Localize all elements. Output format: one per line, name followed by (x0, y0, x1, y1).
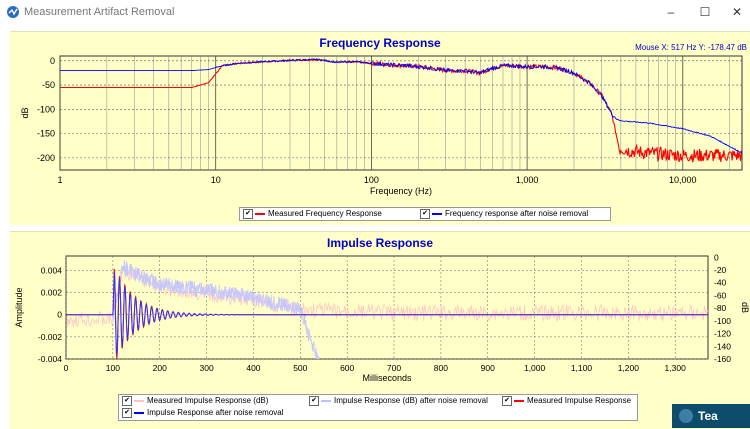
maximize-button[interactable]: ☐ (699, 5, 711, 19)
x-tick-label: 1 (57, 175, 62, 185)
y2-tick-label: -160 (714, 354, 731, 364)
legend-label: Frequency response after noise removal (445, 209, 589, 219)
checkbox-icon[interactable]: ✔ (122, 408, 132, 418)
plot-area (65, 255, 709, 360)
y2-tick-label: -20 (714, 265, 727, 275)
teams-notification[interactable]: Tea (672, 404, 750, 428)
legend-label: Measured Impulse Response (527, 396, 632, 406)
series-line-frequency-after-removal (60, 57, 743, 154)
legend-item-measured-frequency[interactable]: ✔ Measured Frequency Response (243, 209, 382, 219)
y-tick-label: -0.002 (38, 332, 62, 342)
x-tick-label: 600 (340, 363, 354, 373)
x-tick-label: 200 (153, 363, 167, 373)
checkbox-icon[interactable]: ✔ (502, 396, 512, 406)
y-tick-label: 0 (57, 310, 62, 320)
y2-tick-label: -60 (714, 290, 727, 300)
x-tick-label: 10,000 (669, 175, 697, 185)
x-tick-label: 10 (211, 175, 221, 185)
y2-tick-label: -100 (714, 316, 731, 326)
legend-item-measured-impulse[interactable]: ✔ Measured Impulse Response (502, 396, 631, 406)
legend-swatch (321, 400, 331, 402)
x-tick-label: 0 (64, 363, 69, 373)
y-axis-label: dB (20, 107, 30, 118)
legend-swatch (134, 412, 144, 414)
legend-item-frequency-after-removal[interactable]: ✔ Frequency response after noise removal (420, 209, 588, 219)
frequency-response-panel: Frequency Response Mouse X: 517 Hz Y: -1… (10, 31, 750, 225)
y-tick-label: -100 (37, 104, 55, 114)
x-tick-label: 1,100 (571, 363, 593, 373)
y-tick-label: 0 (50, 56, 55, 66)
frequency-legend: ✔ Measured Frequency Response ✔ Frequency … (239, 207, 611, 221)
impulse-chart-title: Impulse Response (326, 236, 434, 250)
series-line-impulse-db-after-removal (112, 260, 320, 360)
y-tick-label: 0.002 (41, 288, 63, 298)
checkbox-icon[interactable]: ✔ (309, 396, 319, 406)
checkbox-icon[interactable]: ✔ (122, 396, 132, 406)
x-tick-label: 700 (387, 363, 401, 373)
app-icon (7, 6, 19, 18)
y-tick-label: -0.004 (38, 354, 62, 364)
x-tick-label: 800 (434, 363, 448, 373)
x-tick-label: 1,000 (516, 175, 539, 185)
x-tick-label: 400 (246, 363, 260, 373)
x-tick-label: 500 (293, 363, 307, 373)
y2-tick-label: -140 (714, 341, 731, 351)
title-bar: Measurement Artifact Removal – ☐ ✕ (0, 0, 750, 24)
legend-item-impulse-db-after-removal[interactable]: ✔ Impulse Response (dB) after noise remov… (309, 396, 488, 406)
mouse-readout: Mouse X: 517 Hz Y: -178.47 dB (635, 43, 747, 52)
legend-swatch (432, 213, 442, 215)
x-tick-label: 300 (199, 363, 213, 373)
impulse-legend: ✔ Measured Impulse Response (dB) ✔ Impulse… (118, 394, 638, 421)
teams-label: Tea (698, 409, 718, 423)
checkbox-icon[interactable]: ✔ (243, 209, 253, 219)
legend-swatch (134, 400, 144, 402)
legend-swatch (255, 213, 265, 215)
legend-swatch (514, 400, 524, 402)
frequency-chart-title: Frequency Response (319, 36, 441, 50)
minimize-button[interactable]: – (667, 5, 675, 19)
y-tick-label: -50 (42, 80, 55, 90)
y2-tick-label: 0 (714, 252, 719, 262)
legend-label: Impulse Response after noise removal (147, 408, 284, 418)
x-axis-label: Frequency (Hz) (370, 186, 432, 196)
y-axis-label: Amplitude (14, 287, 24, 327)
close-button[interactable]: ✕ (731, 5, 743, 19)
y2-tick-label: -120 (714, 329, 731, 339)
x-tick-label: 900 (481, 363, 495, 373)
checkbox-icon[interactable]: ✔ (420, 209, 430, 219)
x-tick-label: 100 (364, 175, 379, 185)
x-axis-label: Milliseconds (362, 373, 412, 383)
legend-label: Measured Impulse Response (dB) (147, 396, 269, 406)
legend-item-impulse-after-removal[interactable]: ✔ Impulse Response after noise removal (122, 408, 284, 418)
legend-label: Impulse Response (dB) after noise remova… (334, 396, 488, 406)
y-tick-label: -150 (37, 129, 55, 139)
frequency-chart[interactable]: 0 -50 -100 -150 -200 1 10 100 1,000 10,000 Frequen… (10, 32, 750, 204)
legend-label: Measured Frequency Response (268, 209, 382, 219)
y2-tick-label: -40 (714, 278, 727, 288)
x-tick-label: 100 (106, 363, 120, 373)
y2-tick-label: -80 (714, 303, 727, 313)
y-tick-label: -200 (37, 153, 55, 163)
impulse-response-panel: Impulse Response 0 100 200 300 400 500 600 700 8… (10, 231, 750, 429)
legend-item-measured-impulse-db[interactable]: ✔ Measured Impulse Response (dB) (122, 396, 268, 406)
y-tick-label: 0.004 (41, 265, 63, 275)
window-title: Measurement Artifact Removal (24, 6, 175, 18)
x-tick-label: 1,000 (524, 363, 546, 373)
y2-axis-label: dB (740, 302, 750, 313)
x-tick-label: 1,300 (665, 363, 687, 373)
impulse-chart[interactable]: 0 100 200 300 400 500 600 700 800 900 1,000 1,100 1,… (10, 232, 750, 394)
x-tick-label: 1,200 (618, 363, 640, 373)
teams-icon (679, 409, 693, 423)
series-line-impulse-after-removal (66, 272, 708, 356)
